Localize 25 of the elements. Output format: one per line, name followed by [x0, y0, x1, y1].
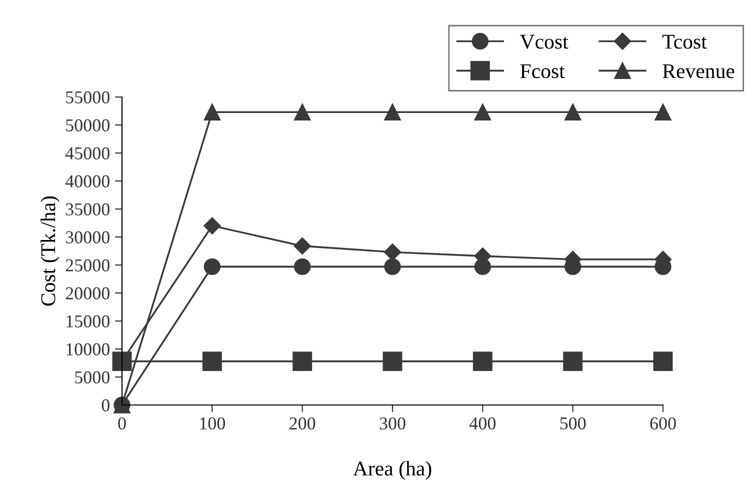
y-tick-label: 20000 — [66, 287, 110, 300]
legend-label: Tcost — [662, 34, 707, 49]
y-tick-label: 5000 — [75, 371, 110, 384]
x-tick-label: 0 — [118, 417, 126, 430]
x-axis-title: Area (ha) — [353, 460, 432, 480]
legend-label: Revenue — [662, 64, 734, 78]
legend-label: Fcost — [520, 64, 565, 78]
y-tick-label: 55000 — [66, 91, 110, 104]
x-tick-label: 100 — [200, 417, 226, 430]
x-tick-label: 200 — [290, 417, 316, 430]
y-tick-label: 15000 — [66, 315, 110, 328]
y-tick-label: 40000 — [65, 175, 110, 188]
x-tick-label: 500 — [560, 417, 586, 430]
y-tick-label: 25000 — [66, 259, 110, 272]
y-tick-label: 45000 — [65, 147, 110, 160]
y-tick-label: 50000 — [66, 119, 110, 132]
legend-label: Vcost — [520, 34, 568, 49]
x-tick-label: 600 — [650, 417, 676, 430]
y-tick-label: 0 — [102, 399, 110, 412]
y-tick-label: 30000 — [66, 231, 110, 244]
y-tick-label: 35000 — [66, 203, 110, 216]
x-tick-label: 400 — [469, 417, 496, 430]
x-tick-label: 300 — [380, 417, 406, 430]
y-tick-label: 10000 — [66, 343, 110, 356]
y-axis-title: Cost (Tk./ha) — [40, 196, 60, 306]
